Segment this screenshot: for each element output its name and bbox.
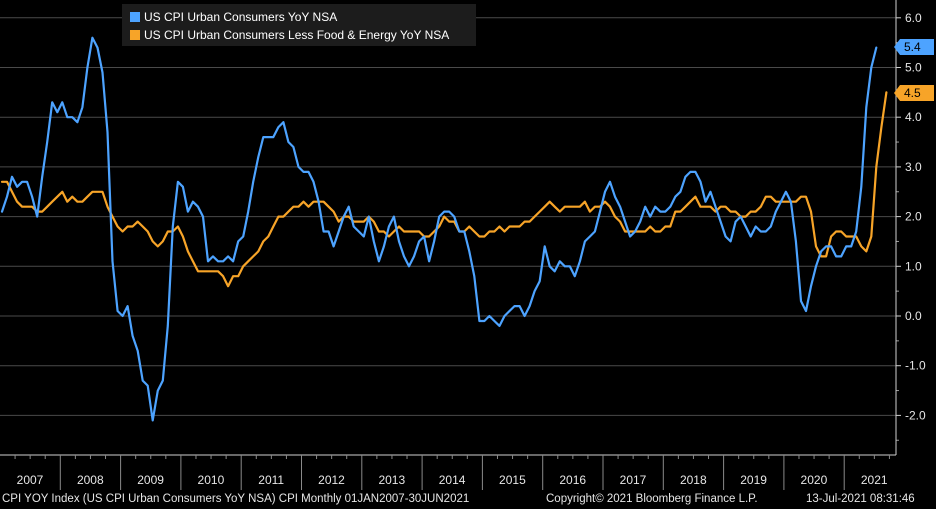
x-tick-label: 2010: [198, 473, 225, 487]
y-tick-label: -2.0: [905, 408, 926, 422]
x-tick-label: 2007: [17, 473, 44, 487]
chart-footer: CPI YOY Index (US CPI Urban Consumers Yo…: [0, 490, 936, 509]
y-tick-label: 3.0: [905, 160, 922, 174]
x-tick-label: 2012: [318, 473, 345, 487]
x-tick-label: 2020: [801, 473, 828, 487]
x-tick-label: 2017: [620, 473, 647, 487]
last-value-tag-cpi: 5.4: [894, 39, 934, 55]
footer-timestamp: 13-Jul-2021 08:31:46: [806, 493, 915, 505]
x-tick-label: 2014: [439, 473, 466, 487]
y-tick-label: -1.0: [905, 359, 926, 373]
x-tick-label: 2019: [740, 473, 767, 487]
chart-legend: US CPI Urban Consumers YoY NSA US CPI Ur…: [122, 4, 476, 46]
legend-swatch-core-cpi: [130, 30, 140, 40]
legend-label-cpi: US CPI Urban Consumers YoY NSA: [144, 10, 338, 24]
y-tick-label: 4.0: [905, 110, 922, 124]
x-tick-label: 2013: [378, 473, 405, 487]
y-tick-label: 1.0: [905, 259, 922, 273]
last-value-tag-core-cpi: 4.5: [894, 85, 934, 101]
x-tick-label: 2018: [680, 473, 707, 487]
x-tick-label: 2015: [499, 473, 526, 487]
legend-label-core-cpi: US CPI Urban Consumers Less Food & Energ…: [144, 28, 450, 42]
legend-swatch-cpi: [130, 12, 140, 22]
x-tick-label: 2011: [258, 473, 284, 487]
y-tick-label: 2.0: [905, 210, 922, 224]
y-tick-label: 6.0: [905, 11, 922, 25]
series-line-core-cpi: [0, 91, 888, 288]
footer-description: CPI YOY Index (US CPI Urban Consumers Yo…: [2, 493, 470, 505]
y-tick-label: 5.0: [905, 61, 922, 75]
y-tick-label: 0.0: [905, 309, 922, 323]
cpi-chart: 6.0 5.0 4.0 3.0 2.0 1.0 0.0 -1.0 -2.0 2007 2008 200…: [0, 0, 927, 490]
footer-copyright: Copyright© 2021 Bloomberg Finance L.P.: [546, 493, 758, 505]
series-line-cpi: [0, 36, 878, 422]
x-tick-label: 2008: [77, 473, 104, 487]
x-tick-label: 2016: [559, 473, 586, 487]
x-tick-label: 2009: [137, 473, 164, 487]
x-tick-label: 2021: [861, 473, 888, 487]
